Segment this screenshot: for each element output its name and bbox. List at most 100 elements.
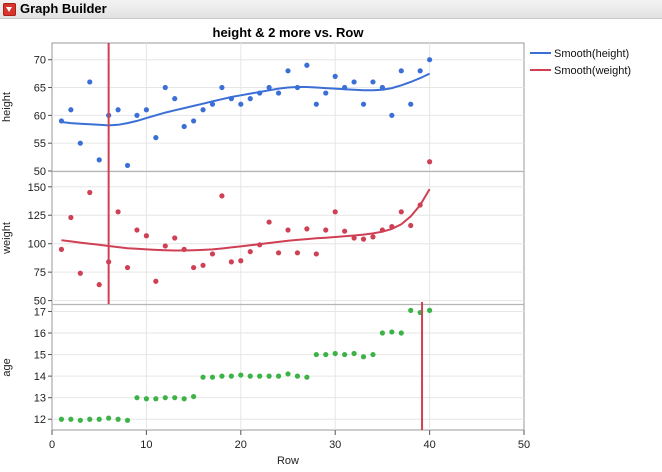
data-point-age: [398, 330, 404, 336]
data-point-weight: [379, 227, 385, 233]
data-point-weight: [153, 278, 159, 284]
data-point-weight: [247, 249, 253, 255]
y-tick-label-height: 60: [34, 110, 46, 122]
data-point-weight: [389, 224, 395, 230]
data-point-height: [181, 123, 187, 130]
data-point-weight: [58, 246, 65, 252]
x-tick-label: 30: [329, 439, 341, 451]
data-point-weight: [342, 228, 348, 234]
data-point-weight: [370, 234, 376, 240]
x-tick-label: 40: [423, 439, 435, 451]
x-tick-label: 0: [49, 439, 55, 451]
data-point-height: [58, 118, 65, 124]
y-axis-label-weight: weight: [1, 222, 13, 255]
data-point-weight: [228, 259, 234, 265]
data-point-age: [162, 395, 168, 401]
y-tick-label-age: 13: [34, 393, 46, 405]
data-point-height: [398, 68, 404, 74]
data-point-age: [304, 374, 310, 380]
data-point-height: [379, 84, 385, 91]
data-point-height: [219, 84, 225, 91]
y-tick-label-height: 70: [34, 55, 46, 67]
data-point-age: [200, 374, 206, 380]
data-point-height: [162, 84, 168, 91]
data-point-weight: [134, 227, 140, 233]
data-point-age: [408, 307, 414, 313]
data-point-weight: [124, 264, 131, 271]
y-tick-label-weight: 75: [34, 267, 46, 279]
data-point-weight: [238, 258, 244, 264]
data-point-height: [115, 107, 121, 113]
smooth-line-weight: [61, 188, 431, 252]
data-point-height: [134, 112, 140, 118]
data-point-weight: [351, 235, 357, 241]
data-point-age: [247, 373, 253, 379]
data-point-height: [143, 107, 149, 113]
data-point-age: [389, 329, 395, 335]
data-point-weight: [191, 264, 197, 271]
data-point-age: [77, 417, 83, 423]
data-point-weight: [313, 251, 319, 257]
data-point-weight: [304, 226, 310, 232]
data-point-age: [427, 307, 433, 313]
data-point-age: [106, 415, 112, 421]
data-point-age: [68, 416, 74, 422]
window-titlebar: Graph Builder: [0, 0, 662, 19]
data-point-age: [266, 373, 272, 379]
data-point-age: [351, 350, 357, 357]
data-point-age: [360, 354, 367, 360]
data-point-age: [257, 373, 263, 379]
chart-title: height & 2 more vs. Row: [213, 25, 365, 40]
smooth-line-height: [61, 72, 431, 127]
data-point-height: [332, 73, 338, 79]
data-point-age: [191, 393, 197, 400]
data-point-weight: [360, 236, 367, 242]
data-point-height: [96, 157, 102, 163]
data-point-age: [87, 416, 93, 422]
data-point-age: [181, 396, 187, 402]
data-point-age: [285, 371, 291, 377]
data-point-height: [323, 90, 329, 96]
data-point-height: [266, 84, 272, 91]
data-point-age: [275, 373, 282, 379]
data-point-weight: [323, 227, 329, 233]
y-tick-label-weight: 150: [28, 182, 46, 194]
data-point-height: [370, 79, 376, 85]
data-point-weight: [200, 262, 206, 268]
data-point-age: [342, 351, 348, 358]
y-tick-label-height: 55: [34, 138, 46, 150]
data-point-weight: [294, 250, 301, 256]
data-point-age: [228, 373, 234, 379]
y-tick-label-weight: 125: [28, 210, 46, 222]
data-point-age: [313, 351, 319, 358]
data-point-age: [209, 374, 216, 380]
red-triangle-menu-icon[interactable]: [3, 3, 16, 16]
data-point-weight: [408, 222, 414, 229]
data-point-weight: [181, 246, 187, 252]
y-tick-label-age: 17: [34, 306, 46, 318]
data-point-height: [342, 84, 348, 91]
data-point-height: [408, 101, 414, 107]
data-point-height: [389, 112, 395, 118]
data-point-height: [247, 96, 253, 102]
data-point-age: [153, 396, 159, 402]
data-point-height: [294, 84, 301, 91]
data-point-height: [172, 96, 178, 102]
data-point-height: [77, 140, 83, 146]
data-point-age: [370, 351, 376, 358]
y-tick-label-weight: 50: [34, 296, 46, 308]
data-point-height: [257, 90, 263, 96]
y-tick-label-height: 65: [34, 83, 46, 95]
y-axis-label-age: age: [1, 358, 13, 376]
data-point-age: [58, 416, 65, 422]
data-point-age: [143, 396, 149, 402]
data-point-height: [87, 79, 93, 85]
data-point-weight: [427, 159, 433, 165]
plot-frame: [51, 42, 525, 431]
data-point-height: [68, 107, 74, 113]
data-point-age: [219, 373, 225, 379]
data-point-weight: [285, 227, 291, 233]
data-point-height: [360, 101, 367, 107]
data-point-height: [275, 90, 282, 96]
